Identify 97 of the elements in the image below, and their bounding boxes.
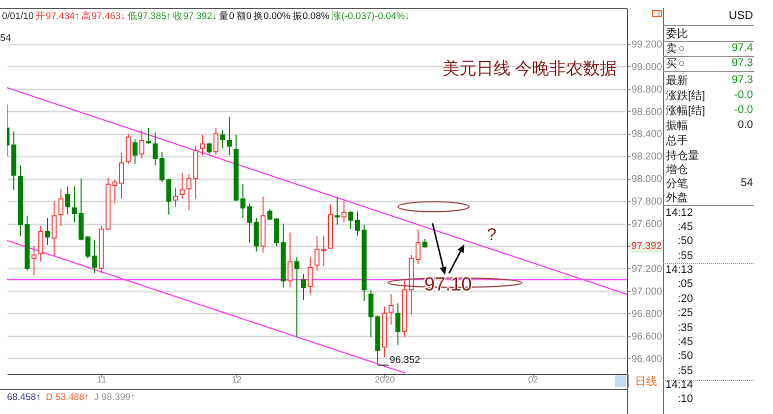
text: 97.3 <box>732 56 753 70</box>
candlestick <box>220 130 226 149</box>
annotation: 54 <box>0 33 12 44</box>
candlestick <box>294 256 300 338</box>
annotation: 96.352 <box>390 354 420 367</box>
text: 14:14 <box>665 378 693 392</box>
annotation: 高97.463↓ <box>82 10 126 22</box>
candlestick <box>139 130 144 159</box>
annotation: 0/01/10 <box>2 10 34 22</box>
candlestick <box>44 217 50 246</box>
y-tick-label: 97.600 <box>632 219 663 230</box>
text: 涨幅[结] <box>666 104 706 118</box>
text: -0.0 <box>734 103 753 117</box>
candlestick <box>180 172 185 200</box>
text: 14:13 <box>665 263 693 278</box>
text: -0.0 <box>734 88 753 102</box>
x-tick-label: 11 <box>97 374 107 384</box>
annotation: 开97.434↑ <box>36 10 80 22</box>
text: D 53.488↑ <box>46 392 90 402</box>
text: :55 <box>678 364 693 378</box>
text: :25 <box>678 306 693 320</box>
text: :50 <box>678 234 693 248</box>
y-tick-label: 97.200 <box>632 264 663 275</box>
text: 97.4 <box>732 41 753 55</box>
x-tick-label: 12 <box>232 374 242 384</box>
text: :20 <box>678 292 693 306</box>
candlestick <box>288 232 293 288</box>
y-tick-label: 98.400 <box>632 129 663 140</box>
line-series <box>7 87 627 295</box>
text: :50 <box>678 349 693 364</box>
annotation: 换0.00% <box>254 10 290 22</box>
annotation: 低97.385↑ <box>127 10 172 22</box>
y-tick-label: 98.800 <box>632 84 663 96</box>
x-tick-label: 02 <box>528 374 538 384</box>
y-tick-label: 96.800 <box>632 308 663 320</box>
annotation: 振0.08% <box>292 10 330 22</box>
candlestick <box>200 134 205 156</box>
text: 买 <box>666 56 677 70</box>
candlestick <box>38 225 44 262</box>
text: USD <box>728 9 753 23</box>
y-tick-label: 96.400 <box>632 354 663 365</box>
y-tick-label: 98.200 <box>632 152 663 163</box>
text: 外盘 <box>666 190 688 204</box>
y-tick-label: 98.600 <box>632 106 663 118</box>
x-tick-label: 2020 <box>374 374 395 384</box>
annotation: ? <box>487 225 496 245</box>
candlestick <box>395 302 400 346</box>
text: :55 <box>678 248 693 263</box>
text: 分笔 <box>666 176 688 190</box>
candlestick <box>172 187 178 208</box>
y-tick-label: 99.200 <box>632 39 663 50</box>
text: 54 <box>740 176 753 190</box>
annotation: 收97.392↓ <box>173 10 217 22</box>
text: :45 <box>678 334 693 349</box>
y-tick-label: 97.800 <box>632 196 663 208</box>
y-tick-label: 98.000 <box>632 174 663 186</box>
candlestick <box>388 294 394 326</box>
text: 97.3 <box>732 73 753 87</box>
annotation: 量0 <box>218 10 234 22</box>
text: 涨跌[结] <box>666 88 706 102</box>
text: 14:12 <box>665 206 693 220</box>
text: J 98.399↑ <box>94 392 136 402</box>
annotation: 额0 <box>236 10 252 22</box>
text: :10 <box>678 392 693 406</box>
text: 总手 <box>666 134 688 148</box>
candlestick <box>52 200 57 257</box>
candlestick <box>348 210 354 230</box>
text: 持仓量 <box>666 148 699 162</box>
y-tick-label: 96.600 <box>632 331 663 342</box>
text: :35 <box>678 320 693 334</box>
text: :05 <box>678 277 693 292</box>
y-tick-label: 97.000 <box>632 286 663 298</box>
text: 卖 <box>666 42 677 56</box>
y-tick-label: 99.000 <box>632 62 663 73</box>
text: 振幅 <box>666 118 688 132</box>
annotation: 涨(-0.037)-0.04%↓ <box>331 10 410 22</box>
candlestick <box>58 188 64 226</box>
candlestick <box>213 128 218 156</box>
candlestick <box>65 186 70 216</box>
candlestick <box>254 217 259 252</box>
text: 美元日线 今晚非农数据 <box>442 59 617 78</box>
candlestick <box>31 246 36 276</box>
candlestick <box>132 138 138 165</box>
text: 日线 <box>635 374 657 388</box>
text: 增仓 <box>666 162 688 176</box>
candlestick <box>301 274 306 300</box>
candlestick <box>226 116 232 156</box>
text: 最新 <box>666 74 688 88</box>
candlestick <box>308 256 313 295</box>
text: 68.458↑ <box>7 392 41 402</box>
candlestick <box>206 142 212 154</box>
text: :45 <box>678 220 693 234</box>
candlestick <box>341 200 346 223</box>
candlestick <box>146 128 152 144</box>
text: 委比 <box>666 26 688 40</box>
text: 0.0 <box>738 118 753 132</box>
candlestick <box>334 197 340 226</box>
